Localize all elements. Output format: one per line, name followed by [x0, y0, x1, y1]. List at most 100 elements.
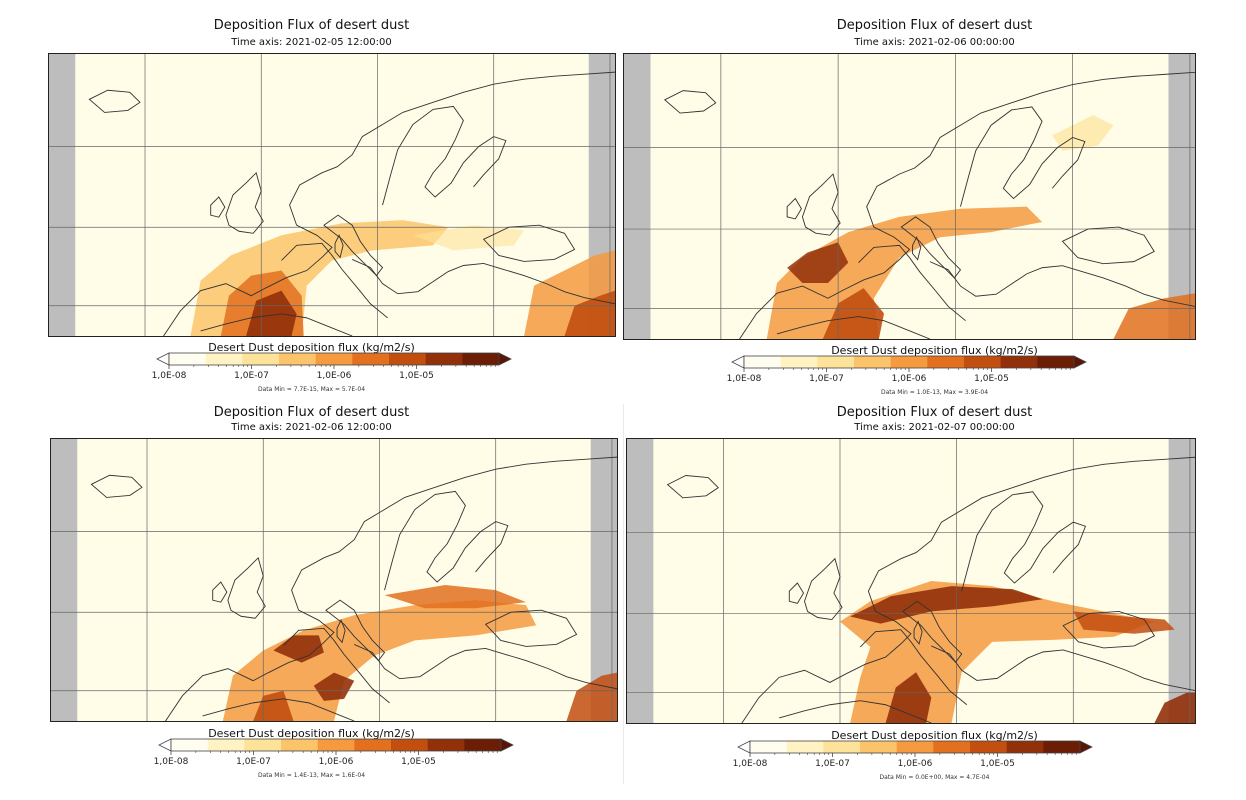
dust-plume: [273, 635, 324, 663]
colorbar-title: Desert Dust deposition flux (kg/m2/s): [831, 729, 1038, 742]
colorbar-tick-label: 1,0E-08: [152, 371, 187, 381]
no-data-strip-west: [627, 439, 654, 723]
colorbar-segment: [207, 739, 245, 751]
colorbar-segment: [389, 353, 427, 365]
coastline-black-sea: [1062, 610, 1156, 649]
colorbar-over-arrow: [1073, 355, 1087, 369]
dust-plume: [885, 672, 932, 723]
coastline-black-sea: [482, 224, 576, 262]
colorbar-segment: [933, 741, 971, 753]
colorbar-segment: [352, 353, 390, 365]
colorbar-segment: [744, 356, 782, 368]
dust-plume: [313, 672, 355, 701]
panel-title: Deposition Flux of desert dust: [213, 405, 410, 420]
dust-plume: [766, 206, 1043, 339]
colorbar-segment: [823, 741, 861, 753]
no-data-strip-west: [49, 54, 76, 336]
colorbar: 1,0E-08 1,0E-07 1,0E-06 1,0E-05: [727, 355, 1087, 384]
panel-title: Deposition Flux of desert dust: [836, 18, 1033, 33]
colorbar-segment: [205, 353, 243, 365]
coastline-british-isles: [210, 171, 264, 234]
colorbar-segment: [750, 741, 788, 753]
coastline-italy: [325, 599, 386, 662]
panel-4: Deposition Flux of desert dust Time axis…: [623, 400, 1246, 800]
coastline-mediterranean: [779, 629, 1195, 723]
colorbar-segment: [171, 739, 209, 751]
dust-plume: [412, 225, 525, 251]
panel-divider: [623, 404, 624, 784]
data-min-max: Data Min = 1.4E-13, Max = 1.6E-04: [257, 772, 366, 779]
coastline-scandinavia: [384, 490, 509, 591]
colorbar-segment: [244, 739, 282, 751]
colorbar-tick-label: 1,0E-05: [980, 759, 1015, 769]
no-data-strip-west: [624, 54, 651, 339]
panel-title: Deposition Flux of desert dust: [213, 18, 410, 33]
coastline-british-isles: [212, 556, 266, 619]
colorbar-segment: [964, 356, 1002, 368]
coastline-europe: [165, 456, 617, 721]
coastline-iceland: [666, 475, 720, 499]
colorbar-tick-label: 1,0E-06: [319, 757, 354, 767]
colorbar: 1,0E-08 1,0E-07 1,0E-06 1,0E-05: [733, 740, 1093, 769]
colorbar-under-arrow: [731, 355, 745, 369]
time-axis-label: Time axis: 2021-02-06 00:00:00: [854, 37, 1015, 48]
colorbar-segment: [860, 741, 898, 753]
map-dust-deposition: [626, 438, 1196, 724]
no-data-strip-west: [51, 439, 78, 721]
colorbar-tick-label: 1,0E-05: [401, 757, 436, 767]
data-min-max: Data Min = 7.7E-15, Max = 5.7E-04: [257, 386, 366, 393]
coastline-iceland: [90, 474, 143, 498]
colorbar-segment: [1000, 356, 1038, 368]
colorbar-segment: [1006, 741, 1044, 753]
dust-plume: [787, 242, 849, 284]
dust-plume: [850, 586, 1043, 624]
colorbar-tick-label: 1,0E-06: [892, 374, 927, 384]
data-min-max: Data Min = 1.0E-13, Max = 3.9E-04: [880, 389, 989, 396]
coastline-mediterranean: [776, 244, 1195, 339]
colorbar-tick-label: 1,0E-06: [317, 371, 352, 381]
colorbar-tick-label: 1,0E-08: [727, 374, 762, 384]
colorbar-segment: [169, 353, 207, 365]
colorbar-segment: [817, 356, 855, 368]
colorbar-over-arrow: [498, 352, 512, 366]
colorbar-segment: [391, 739, 429, 751]
colorbar-tick-label: 1,0E-07: [815, 759, 850, 769]
coastline-iceland: [88, 89, 141, 113]
colorbar-over-arrow: [500, 738, 514, 752]
colorbar-segment: [927, 356, 965, 368]
no-data-strip-east: [1168, 439, 1195, 723]
colorbar-tick-label: 1,0E-08: [733, 759, 768, 769]
colorbar: 1,0E-08 1,0E-07 1,0E-06 1,0E-05: [152, 352, 512, 381]
panel-2: Deposition Flux of desert dust Time axis…: [623, 0, 1246, 400]
map-background: [49, 54, 615, 336]
coastline-black-sea: [484, 609, 578, 647]
map-dust-deposition: [48, 53, 616, 337]
panel-3: Deposition Flux of desert dust Time axis…: [0, 400, 623, 800]
time-axis-label: Time axis: 2021-02-05 12:00:00: [231, 37, 392, 48]
colorbar-title: Desert Dust deposition flux (kg/m2/s): [831, 344, 1038, 357]
dust-plume: [384, 585, 527, 609]
map-dust-deposition: [623, 53, 1196, 340]
coastline-scandinavia: [961, 491, 1087, 592]
colorbar-segment: [354, 739, 392, 751]
coastline-italy: [902, 600, 963, 663]
dust-plume: [246, 290, 297, 336]
colorbar-segment: [279, 353, 317, 365]
colorbar-tick-label: 1,0E-06: [898, 759, 933, 769]
colorbar-segment: [970, 741, 1008, 753]
coastline-scandinavia: [382, 105, 507, 206]
coastline-british-isles: [786, 173, 841, 236]
time-axis-label: Time axis: 2021-02-06 12:00:00: [231, 422, 392, 433]
coastline-europe: [739, 71, 1195, 339]
dust-plume: [1154, 692, 1195, 723]
colorbar-segment: [896, 741, 934, 753]
colorbar-segment: [1043, 741, 1081, 753]
colorbar-under-arrow: [737, 740, 751, 754]
dust-plume: [1052, 115, 1114, 151]
colorbar-tick-label: 1,0E-07: [234, 371, 269, 381]
coastline-italy: [900, 216, 962, 279]
map-dust-deposition: [50, 438, 618, 722]
map-background: [624, 54, 1195, 339]
colorbar-segment: [786, 741, 824, 753]
dust-plume: [564, 290, 615, 336]
